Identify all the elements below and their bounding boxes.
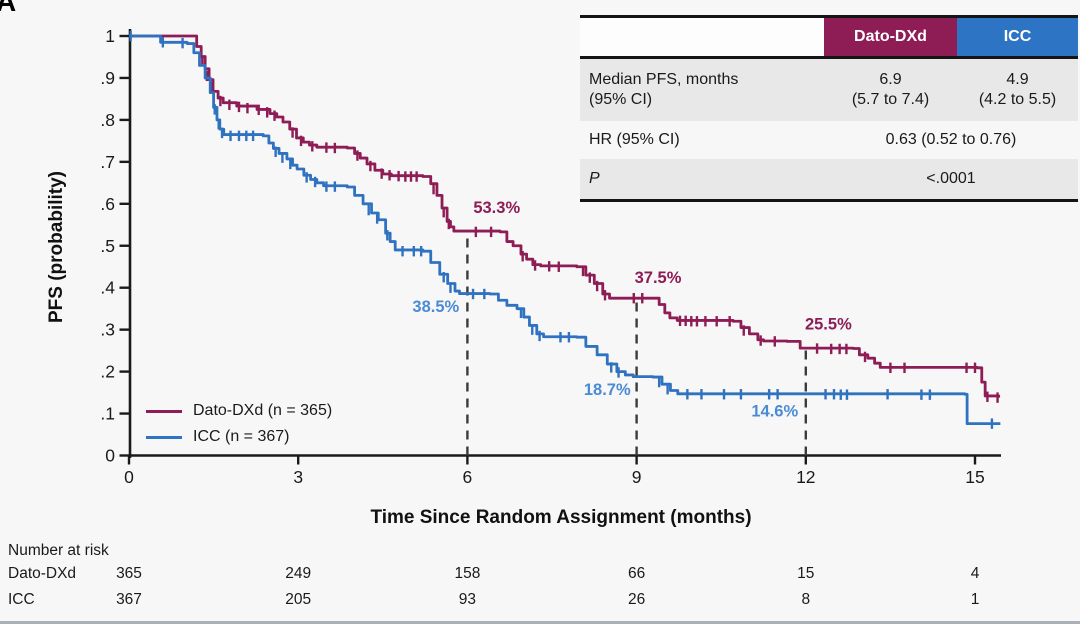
p-value: <.0001 xyxy=(926,170,976,187)
risk-count: 249 xyxy=(285,565,312,582)
hr-label: HR (95% CI) xyxy=(589,131,680,148)
y-tick-label: .1 xyxy=(100,404,115,424)
y-tick-label: .2 xyxy=(100,362,115,382)
y-tick-label: .4 xyxy=(100,278,115,298)
p-row: P <.0001 xyxy=(580,159,1078,199)
median-icc-line1: 4.9 xyxy=(1006,71,1029,88)
risk-table-title: Number at risk xyxy=(8,542,109,559)
legend-label: ICC (n = 367) xyxy=(193,428,290,445)
legend-label: Dato-DXd (n = 365) xyxy=(193,402,333,419)
y-tick-label: .8 xyxy=(100,110,115,130)
x-tick-label: 0 xyxy=(124,467,134,487)
header-dato-cell: Dato-DXd xyxy=(824,18,957,56)
y-tick-label: 1 xyxy=(105,26,115,46)
risk-count: 1 xyxy=(970,591,980,608)
risk-count: 205 xyxy=(285,591,312,608)
x-tick-label: 15 xyxy=(965,467,984,487)
p-label: P xyxy=(589,170,600,187)
y-tick-label: .5 xyxy=(100,236,115,256)
y-tick-label: .9 xyxy=(100,68,115,88)
risk-count: 367 xyxy=(116,591,142,608)
risk-count: 15 xyxy=(797,565,815,582)
risk-count: 26 xyxy=(627,591,646,608)
risk-count: 4 xyxy=(970,565,980,582)
header-icc-cell: ICC xyxy=(957,18,1078,56)
median-pfs-row: Median PFS, months (95% CI) 6.9 (5.7 to … xyxy=(580,59,1078,121)
risk-count: 8 xyxy=(801,591,811,608)
hr-row: HR (95% CI) 0.63 (0.52 to 0.76) xyxy=(580,121,1078,159)
y-tick-label: .6 xyxy=(100,194,115,214)
stats-table: Dato-DXd ICC Median PFS, months (95% CI)… xyxy=(580,15,1078,202)
x-axis-title: Time Since Random Assignment (months) xyxy=(370,507,752,528)
risk-count: 365 xyxy=(116,565,142,582)
y-tick-label: .3 xyxy=(100,320,115,340)
legend-item-dato: Dato-DXd (n = 365) xyxy=(146,398,332,424)
header-empty-cell xyxy=(580,18,824,56)
landmark-percent-label: 18.7% xyxy=(584,381,631,399)
median-dato-value: 6.9 (5.7 to 7.4) xyxy=(824,70,957,110)
risk-count: 66 xyxy=(627,565,646,582)
legend-item-icc: ICC (n = 367) xyxy=(146,424,332,450)
x-tick-label: 6 xyxy=(463,467,473,487)
panel-label: A xyxy=(0,0,17,17)
median-pfs-label: Median PFS, months (95% CI) xyxy=(580,70,824,110)
landmark-percent-label: 53.3% xyxy=(473,199,520,217)
risk-count: 158 xyxy=(454,565,481,582)
bottom-divider xyxy=(0,621,1080,624)
landmark-percent-label: 38.5% xyxy=(412,298,459,316)
hr-value: 0.63 (0.52 to 0.76) xyxy=(885,131,1017,148)
risk-count: 93 xyxy=(458,591,477,608)
stats-table-header: Dato-DXd ICC xyxy=(580,18,1078,59)
km-curve xyxy=(129,34,1001,398)
x-tick-label: 12 xyxy=(796,467,815,487)
risk-row-label-icc: ICC xyxy=(8,591,35,608)
y-axis-title: PFS (probability) xyxy=(46,171,67,323)
risk-row-label-dato: Dato-DXd xyxy=(8,565,77,582)
landmark-percent-label: 37.5% xyxy=(635,269,682,287)
median-icc-value: 4.9 (4.2 to 5.5) xyxy=(957,70,1078,110)
landmark-percent-label: 25.5% xyxy=(805,316,852,334)
dato-line-swatch xyxy=(146,409,182,413)
y-tick-label: .7 xyxy=(100,152,115,172)
median-label-line2: (95% CI) xyxy=(589,91,653,108)
y-tick-label: 0 xyxy=(105,446,115,466)
x-tick-label: 9 xyxy=(632,467,642,487)
landmark-percent-label: 14.6% xyxy=(751,402,798,420)
median-dato-line1: 6.9 xyxy=(879,71,902,88)
median-label-line1: Median PFS, months xyxy=(589,71,739,88)
legend: Dato-DXd (n = 365) ICC (n = 367) xyxy=(146,398,332,450)
icc-line-swatch xyxy=(146,435,182,439)
median-dato-line2: (5.7 to 7.4) xyxy=(851,91,930,108)
median-icc-line2: (4.2 to 5.5) xyxy=(978,91,1057,108)
x-tick-label: 3 xyxy=(293,467,303,487)
